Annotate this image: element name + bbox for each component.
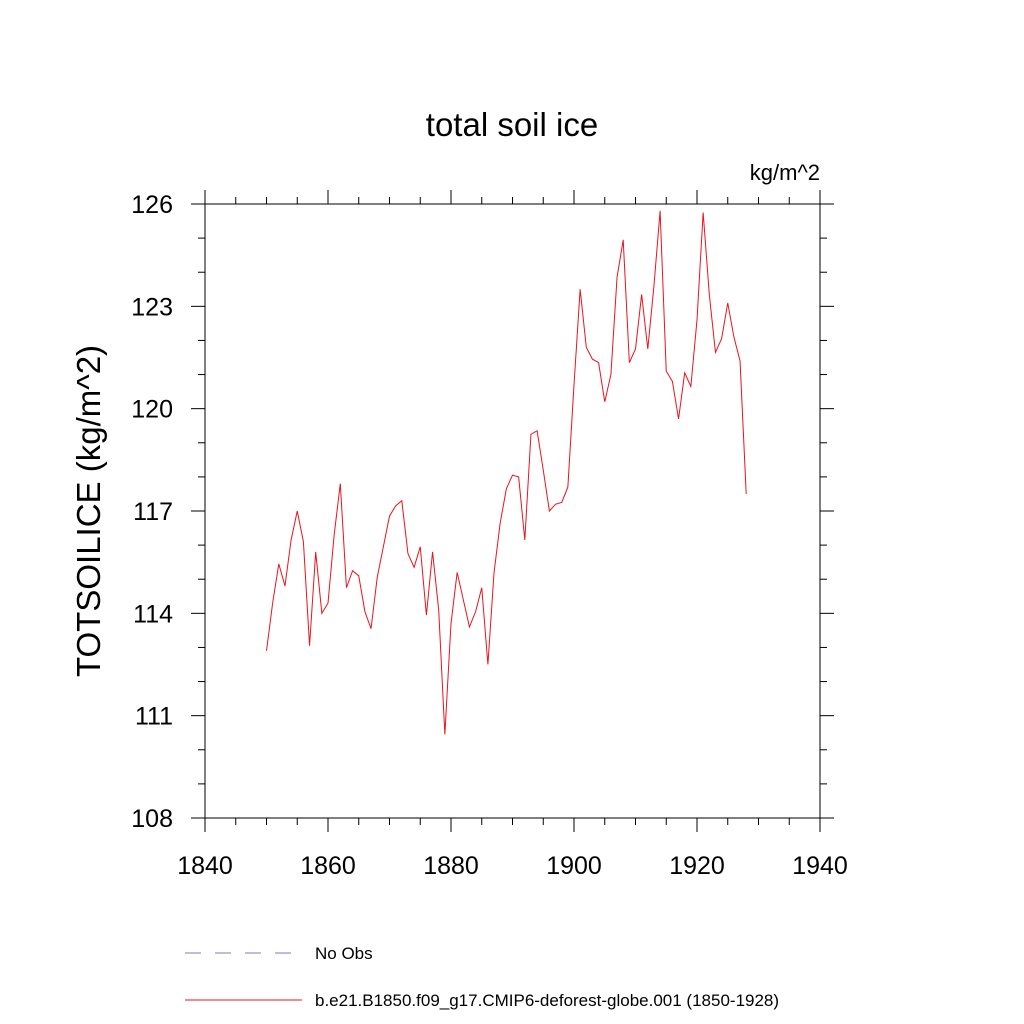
x-tick-label: 1940	[792, 852, 848, 880]
y-tick-label: 120	[131, 396, 173, 424]
y-tick-label: 111	[135, 703, 173, 731]
series-line-1	[266, 210, 747, 735]
x-tick-label: 1840	[177, 852, 233, 880]
x-tick-label: 1920	[669, 852, 725, 880]
legend-label-model-run: b.e21.B1850.f09_g17.CMIP6-deforest-globe…	[315, 991, 779, 1010]
legend-label-no-obs: No Obs	[315, 944, 373, 963]
y-tick-label: 126	[131, 191, 173, 219]
y-axis: 108 111 114 117 120 123 126	[131, 191, 834, 833]
y-axis-label: TOTSOILICE (kg/m^2)	[70, 345, 107, 677]
y-tick-label: 108	[131, 805, 173, 833]
y-tick-label: 114	[133, 600, 173, 628]
series-layer	[266, 210, 747, 735]
y-tick-label: 123	[131, 293, 173, 321]
x-axis: 1840 1860 1880 1900 1920 1940	[177, 190, 848, 880]
units-label: kg/m^2	[750, 160, 820, 185]
x-tick-label: 1880	[423, 852, 479, 880]
legend: No Obs b.e21.B1850.f09_g17.CMIP6-defores…	[185, 944, 779, 1010]
y-tick-label: 117	[133, 498, 173, 526]
x-tick-label: 1860	[300, 852, 356, 880]
chart-title: total soil ice	[426, 106, 598, 143]
x-tick-label: 1900	[546, 852, 602, 880]
